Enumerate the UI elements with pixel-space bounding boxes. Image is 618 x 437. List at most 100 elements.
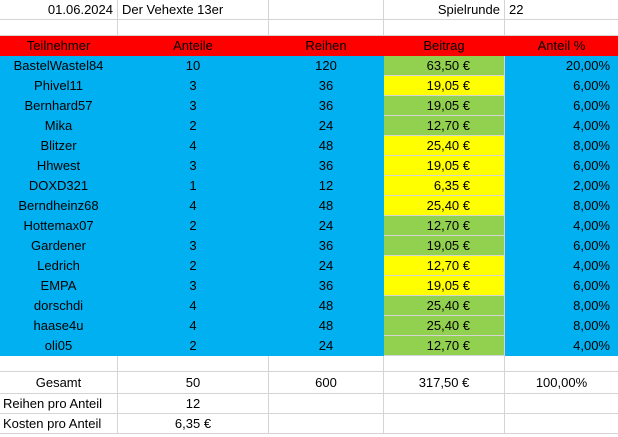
participant-reihen[interactable]: 24 xyxy=(269,256,384,276)
participant-name[interactable]: Phivel11 xyxy=(0,76,118,96)
participant-anteile[interactable]: 3 xyxy=(118,156,269,176)
empty-cell[interactable] xyxy=(118,356,269,372)
header-teilnehmer[interactable]: Teilnehmer xyxy=(0,36,118,56)
empty-cell[interactable] xyxy=(505,394,618,414)
participant-anteile[interactable]: 4 xyxy=(118,196,269,216)
participant-anteile[interactable]: 3 xyxy=(118,236,269,256)
participant-anteile[interactable]: 3 xyxy=(118,76,269,96)
participant-anteile[interactable]: 4 xyxy=(118,136,269,156)
totals-label[interactable]: Gesamt xyxy=(0,372,118,394)
totals-beitrag[interactable]: 317,50 € xyxy=(384,372,505,394)
participant-anteil-prozent[interactable]: 6,00% xyxy=(505,156,618,176)
participant-reihen[interactable]: 24 xyxy=(269,216,384,236)
header-anteile[interactable]: Anteile xyxy=(118,36,269,56)
participant-name[interactable]: oli05 xyxy=(0,336,118,356)
participant-anteile[interactable]: 3 xyxy=(118,276,269,296)
empty-cell[interactable] xyxy=(269,394,384,414)
spielrunde-value-cell[interactable]: 22 xyxy=(505,0,618,20)
participant-anteil-prozent[interactable]: 6,00% xyxy=(505,96,618,116)
totals-anteile[interactable]: 50 xyxy=(118,372,269,394)
participant-name[interactable]: Berndheinz68 xyxy=(0,196,118,216)
participant-reihen[interactable]: 120 xyxy=(269,56,384,76)
participant-anteile[interactable]: 2 xyxy=(118,256,269,276)
participant-name[interactable]: Gardener xyxy=(0,236,118,256)
participant-beitrag[interactable]: 63,50 € xyxy=(384,56,505,76)
participant-beitrag[interactable]: 19,05 € xyxy=(384,76,505,96)
participant-anteil-prozent[interactable]: 8,00% xyxy=(505,196,618,216)
empty-cell[interactable] xyxy=(0,20,118,36)
participant-beitrag[interactable]: 19,05 € xyxy=(384,96,505,116)
participant-beitrag[interactable]: 6,35 € xyxy=(384,176,505,196)
participant-name[interactable]: EMPA xyxy=(0,276,118,296)
empty-cell[interactable] xyxy=(384,414,505,434)
participant-beitrag[interactable]: 25,40 € xyxy=(384,196,505,216)
participant-reihen[interactable]: 48 xyxy=(269,296,384,316)
participant-anteile[interactable]: 4 xyxy=(118,296,269,316)
participant-anteil-prozent[interactable]: 4,00% xyxy=(505,216,618,236)
reihen-pro-anteil-label[interactable]: Reihen pro Anteil xyxy=(0,394,118,414)
participant-name[interactable]: BastelWastel84 xyxy=(0,56,118,76)
participant-reihen[interactable]: 48 xyxy=(269,196,384,216)
participant-beitrag[interactable]: 19,05 € xyxy=(384,236,505,256)
participant-anteile[interactable]: 1 xyxy=(118,176,269,196)
participant-beitrag[interactable]: 25,40 € xyxy=(384,136,505,156)
participant-reihen[interactable]: 24 xyxy=(269,336,384,356)
empty-cell[interactable] xyxy=(384,20,505,36)
participant-beitrag[interactable]: 25,40 € xyxy=(384,316,505,336)
participant-anteile[interactable]: 3 xyxy=(118,96,269,116)
empty-cell[interactable] xyxy=(269,414,384,434)
kosten-pro-anteil-label[interactable]: Kosten pro Anteil xyxy=(0,414,118,434)
participant-reihen[interactable]: 36 xyxy=(269,236,384,256)
participant-anteil-prozent[interactable]: 4,00% xyxy=(505,116,618,136)
participant-name[interactable]: Ledrich xyxy=(0,256,118,276)
participant-beitrag[interactable]: 12,70 € xyxy=(384,216,505,236)
participant-anteile[interactable]: 10 xyxy=(118,56,269,76)
header-beitrag[interactable]: Beitrag xyxy=(384,36,505,56)
participant-reihen[interactable]: 24 xyxy=(269,116,384,136)
participant-anteile[interactable]: 4 xyxy=(118,316,269,336)
participant-anteil-prozent[interactable]: 4,00% xyxy=(505,336,618,356)
participant-anteil-prozent[interactable]: 6,00% xyxy=(505,236,618,256)
participant-anteile[interactable]: 2 xyxy=(118,336,269,356)
participant-anteile[interactable]: 2 xyxy=(118,116,269,136)
participant-anteil-prozent[interactable]: 8,00% xyxy=(505,316,618,336)
spielrunde-label-cell[interactable]: Spielrunde xyxy=(384,0,505,20)
empty-cell[interactable] xyxy=(269,20,384,36)
participant-beitrag[interactable]: 19,05 € xyxy=(384,156,505,176)
participant-reihen[interactable]: 12 xyxy=(269,176,384,196)
participant-name[interactable]: Bernhard57 xyxy=(0,96,118,116)
participant-reihen[interactable]: 48 xyxy=(269,136,384,156)
empty-cell[interactable] xyxy=(118,20,269,36)
participant-anteil-prozent[interactable]: 2,00% xyxy=(505,176,618,196)
header-reihen[interactable]: Reihen xyxy=(269,36,384,56)
participant-beitrag[interactable]: 12,70 € xyxy=(384,336,505,356)
participant-anteil-prozent[interactable]: 8,00% xyxy=(505,296,618,316)
participant-beitrag[interactable]: 19,05 € xyxy=(384,276,505,296)
empty-cell[interactable] xyxy=(384,356,505,372)
empty-cell[interactable] xyxy=(269,0,384,20)
title-cell[interactable]: Der Vehexte 13er xyxy=(118,0,269,20)
participant-name[interactable]: Hottemax07 xyxy=(0,216,118,236)
participant-name[interactable]: Mika xyxy=(0,116,118,136)
empty-cell[interactable] xyxy=(505,356,618,372)
participant-beitrag[interactable]: 12,70 € xyxy=(384,116,505,136)
participant-anteil-prozent[interactable]: 6,00% xyxy=(505,76,618,96)
participant-reihen[interactable]: 48 xyxy=(269,316,384,336)
empty-cell[interactable] xyxy=(0,356,118,372)
participant-reihen[interactable]: 36 xyxy=(269,76,384,96)
participant-anteil-prozent[interactable]: 4,00% xyxy=(505,256,618,276)
participant-anteile[interactable]: 2 xyxy=(118,216,269,236)
header-anteil-prozent[interactable]: Anteil % xyxy=(505,36,618,56)
totals-anteil[interactable]: 100,00% xyxy=(505,372,618,394)
date-cell[interactable]: 01.06.2024 xyxy=(0,0,118,20)
participant-reihen[interactable]: 36 xyxy=(269,276,384,296)
empty-cell[interactable] xyxy=(505,414,618,434)
reihen-pro-anteil-value[interactable]: 12 xyxy=(118,394,269,414)
kosten-pro-anteil-value[interactable]: 6,35 € xyxy=(118,414,269,434)
participant-anteil-prozent[interactable]: 6,00% xyxy=(505,276,618,296)
participant-reihen[interactable]: 36 xyxy=(269,96,384,116)
participant-beitrag[interactable]: 12,70 € xyxy=(384,256,505,276)
empty-cell[interactable] xyxy=(384,394,505,414)
participant-reihen[interactable]: 36 xyxy=(269,156,384,176)
empty-cell[interactable] xyxy=(505,20,618,36)
